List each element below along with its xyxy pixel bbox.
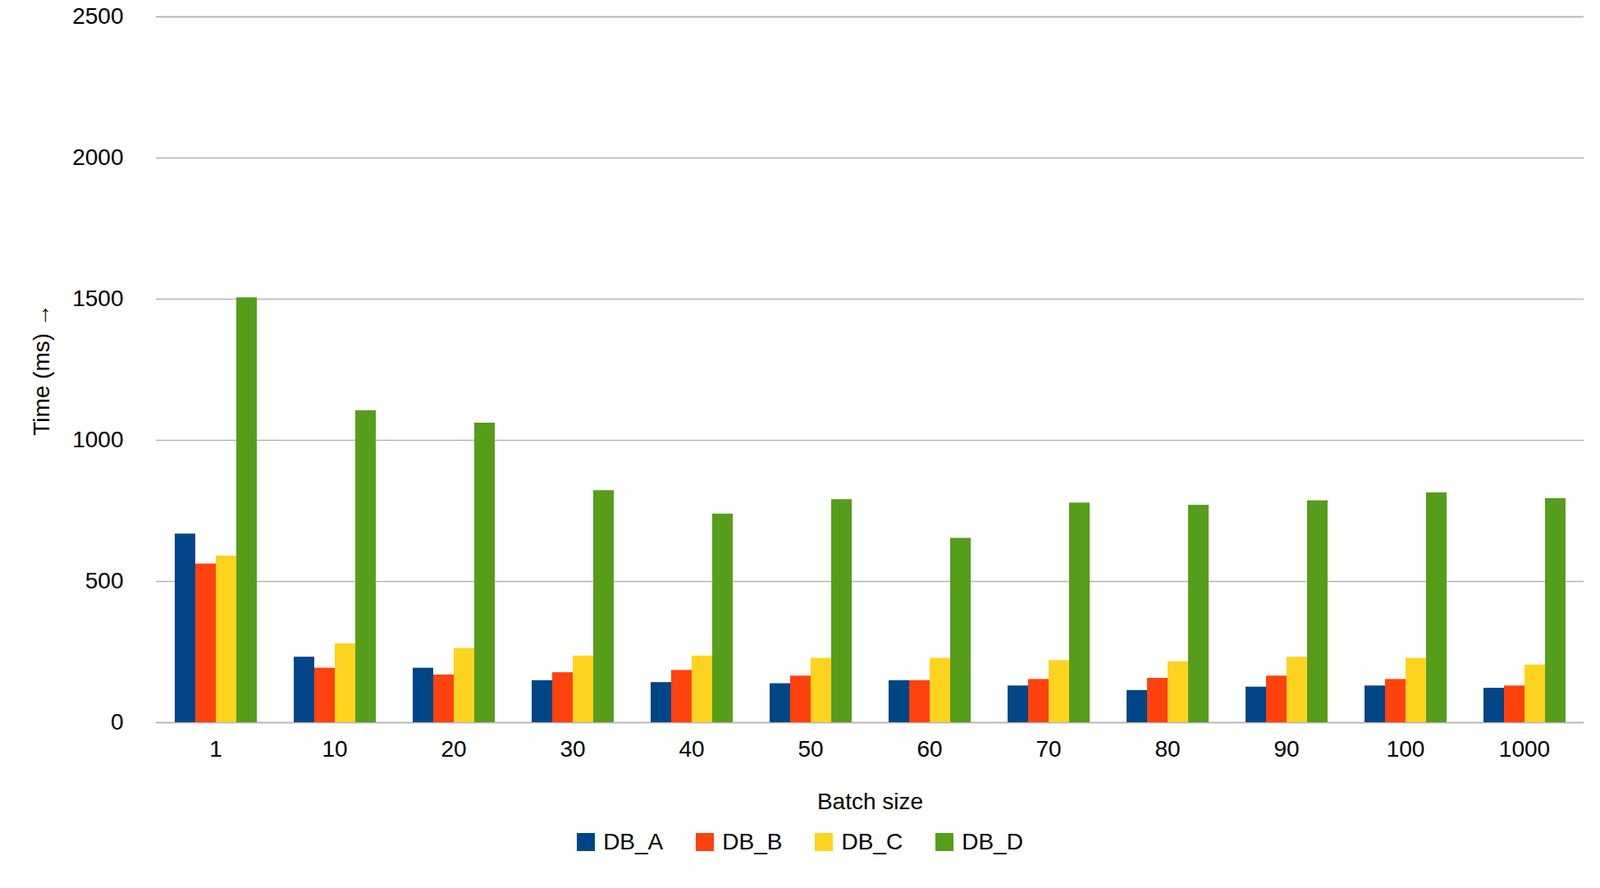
svg-text:2000: 2000	[72, 144, 124, 170]
svg-text:1000: 1000	[72, 426, 124, 453]
svg-text:Time (ms) →: Time (ms) →	[28, 303, 55, 436]
svg-text:1500: 1500	[72, 285, 124, 311]
html-text:DB_B: DB_B	[722, 828, 783, 855]
svg-text:60: 60	[916, 736, 942, 762]
svg-text:1: 1	[209, 736, 223, 762]
html-text:DB_D: DB_D	[961, 828, 1024, 855]
svg-text:20: 20	[440, 736, 467, 762]
svg-text:70: 70	[1035, 736, 1061, 762]
svg-text:2500: 2500	[72, 3, 124, 29]
svg-text:1000: 1000	[1499, 736, 1550, 762]
svg-text:0: 0	[110, 708, 124, 735]
svg-text:500: 500	[85, 567, 124, 594]
svg-text:80: 80	[1154, 736, 1180, 762]
svg-text:Batch size: Batch size	[817, 788, 924, 814]
svg-text:10: 10	[321, 736, 348, 762]
svg-text:100: 100	[1386, 736, 1426, 762]
html-text:DB_C: DB_C	[841, 828, 903, 855]
html-text:DB_A: DB_A	[603, 828, 664, 855]
svg-text:40: 40	[678, 736, 704, 762]
svg-text:90: 90	[1273, 736, 1299, 762]
svg-text:50: 50	[797, 736, 823, 762]
svg-text:30: 30	[559, 736, 586, 762]
